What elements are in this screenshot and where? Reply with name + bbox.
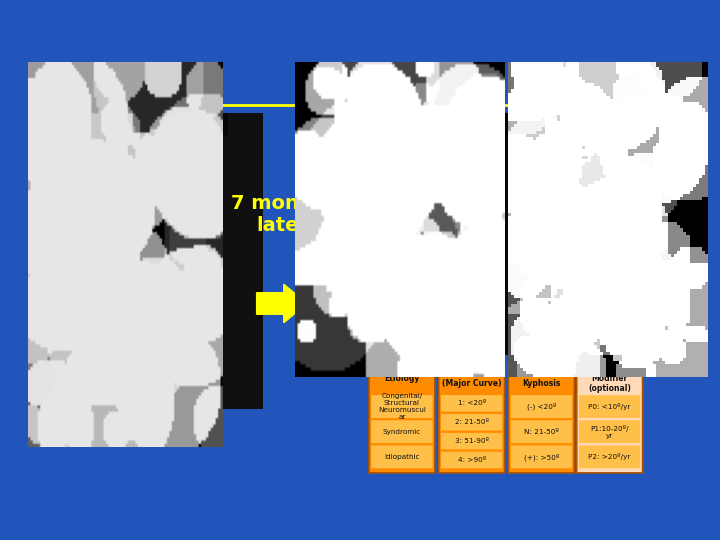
Text: Etiology: Etiology xyxy=(384,374,420,383)
FancyBboxPatch shape xyxy=(441,395,503,411)
Text: (+): >50º: (+): >50º xyxy=(523,453,559,461)
Text: N: 21-50º: N: 21-50º xyxy=(524,429,559,435)
Text: Cobb Angle
(Major Curve): Cobb Angle (Major Curve) xyxy=(442,368,501,388)
FancyBboxPatch shape xyxy=(441,433,503,449)
Bar xyxy=(112,112,228,136)
Bar xyxy=(319,112,482,136)
FancyArrow shape xyxy=(256,284,307,323)
Text: 2: 21-50º: 2: 21-50º xyxy=(455,419,489,426)
FancyBboxPatch shape xyxy=(372,446,433,468)
FancyBboxPatch shape xyxy=(441,414,503,430)
Bar xyxy=(319,112,482,355)
Text: Congenital/
Structural
Neuromuscul
ar: Congenital/ Structural Neuromuscul ar xyxy=(378,393,426,420)
Text: Idiopathic: Idiopathic xyxy=(384,454,420,460)
Text: T9-L4= 88º: T9-L4= 88º xyxy=(116,118,194,131)
Text: Maximum Total
Kyphosis: Maximum Total Kyphosis xyxy=(508,368,575,388)
Text: P2: >20º/yr: P2: >20º/yr xyxy=(588,454,631,461)
Text: 1: <20º: 1: <20º xyxy=(458,400,486,407)
FancyBboxPatch shape xyxy=(510,395,572,418)
Text: 7 months
later: 7 months later xyxy=(231,194,333,235)
FancyBboxPatch shape xyxy=(579,420,640,443)
FancyBboxPatch shape xyxy=(369,363,435,473)
FancyBboxPatch shape xyxy=(577,363,642,473)
FancyBboxPatch shape xyxy=(508,363,575,473)
Text: Progression
Modifier
(optional): Progression Modifier (optional) xyxy=(584,363,636,393)
FancyBboxPatch shape xyxy=(579,446,640,468)
Text: P1:10-20º/
yr: P1:10-20º/ yr xyxy=(590,424,629,438)
Text: P0: <10º/yr: P0: <10º/yr xyxy=(588,403,631,410)
FancyBboxPatch shape xyxy=(510,446,572,468)
Text: Syndromic: Syndromic xyxy=(383,429,421,435)
FancyBboxPatch shape xyxy=(579,395,640,418)
Text: Coronal Cobb= 97º: Coronal Cobb= 97º xyxy=(333,118,467,131)
Text: 3: 51-90º: 3: 51-90º xyxy=(455,438,489,444)
Text: CASE 3: CASE 3 xyxy=(295,69,443,103)
FancyBboxPatch shape xyxy=(372,395,433,418)
Bar xyxy=(484,112,639,136)
FancyBboxPatch shape xyxy=(438,363,505,473)
FancyBboxPatch shape xyxy=(510,420,572,443)
Text: 4: >90º: 4: >90º xyxy=(458,457,486,463)
FancyBboxPatch shape xyxy=(441,452,503,468)
Text: (-) <20º: (-) <20º xyxy=(527,403,556,410)
FancyBboxPatch shape xyxy=(372,420,433,443)
Bar xyxy=(112,112,263,409)
Text: Kyphosis= 26º: Kyphosis= 26º xyxy=(510,118,612,131)
Bar xyxy=(484,112,639,355)
